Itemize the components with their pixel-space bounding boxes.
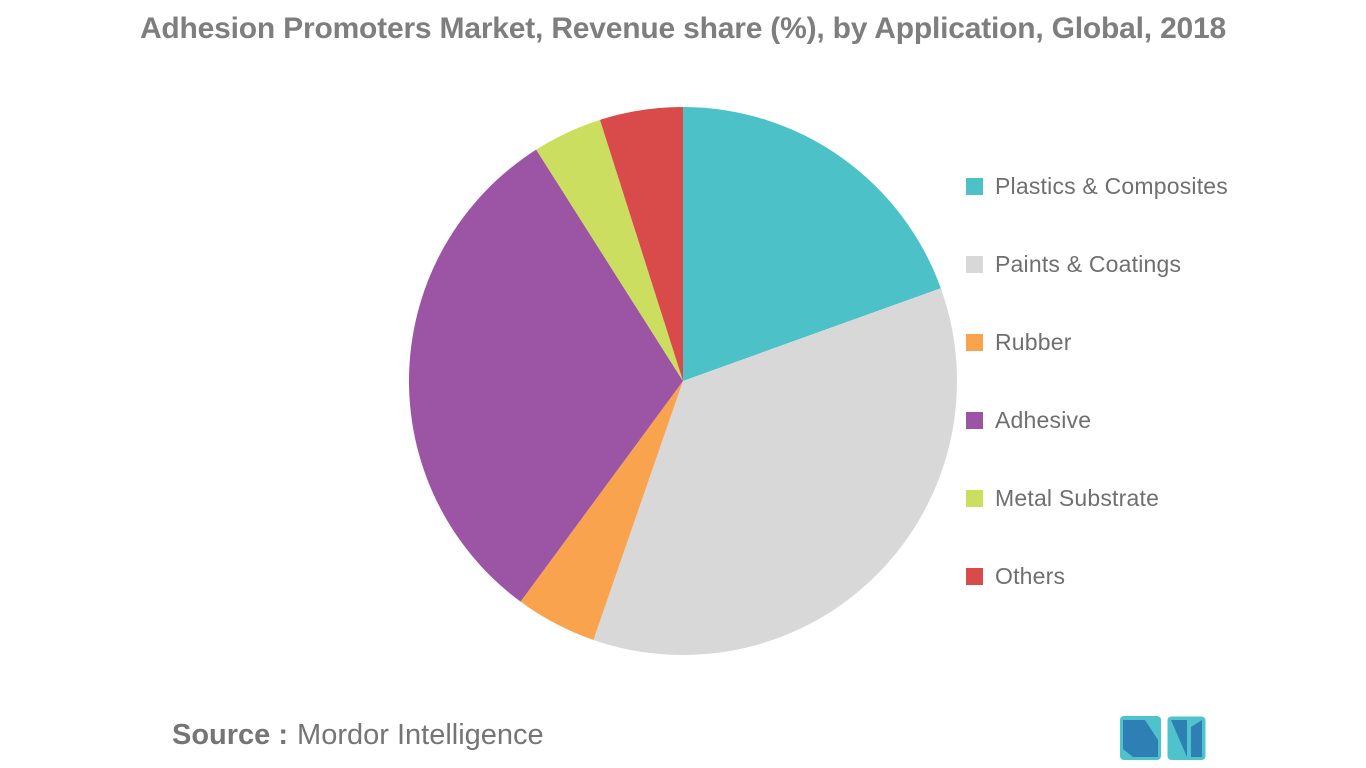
pie-slice-plastics-composites xyxy=(683,107,941,381)
legend-label: Adhesive xyxy=(995,407,1092,433)
legend-label: Plastics & Composites xyxy=(995,173,1228,199)
pie-chart xyxy=(409,107,957,655)
pie-slice-others xyxy=(599,107,683,381)
legend-swatch-icon xyxy=(966,177,983,195)
legend-swatch-icon xyxy=(966,567,983,585)
legend-swatch-icon xyxy=(966,411,983,429)
pie-slice-adhesive xyxy=(409,149,683,602)
source-label: Source : xyxy=(172,719,289,751)
logo-m-tile xyxy=(1120,716,1161,760)
legend-item-others: Others xyxy=(966,563,1228,589)
legend-label: Others xyxy=(995,563,1066,589)
legend-item-paints-coatings: Paints & Coatings xyxy=(966,251,1228,277)
legend-item-adhesive: Adhesive xyxy=(966,407,1228,433)
source-name: Mordor Intelligence xyxy=(297,719,544,751)
legend: Plastics & Composites Paints & Coatings Ru… xyxy=(966,173,1228,645)
mordor-intelligence-logo-icon xyxy=(1120,716,1206,760)
logo-i-tile xyxy=(1167,716,1206,760)
legend-item-plastics-composites: Plastics & Composites xyxy=(966,173,1228,199)
chart-title: Adhesion Promoters Market, Revenue share… xyxy=(139,12,1227,45)
pie-slice-paints-coatings xyxy=(593,288,957,655)
legend-label: Paints & Coatings xyxy=(995,251,1182,277)
pie-slice-rubber xyxy=(520,381,683,640)
pie-slice-metal-substrate xyxy=(536,119,683,381)
legend-label: Rubber xyxy=(995,329,1072,355)
legend-swatch-icon xyxy=(966,333,983,351)
legend-swatch-icon xyxy=(966,489,983,507)
legend-item-metal-substrate: Metal Substrate xyxy=(966,485,1228,511)
legend-swatch-icon xyxy=(966,255,983,273)
legend-item-rubber: Rubber xyxy=(966,329,1228,355)
legend-label: Metal Substrate xyxy=(995,485,1160,511)
source-line: Source : Mordor Intelligence xyxy=(172,719,544,752)
